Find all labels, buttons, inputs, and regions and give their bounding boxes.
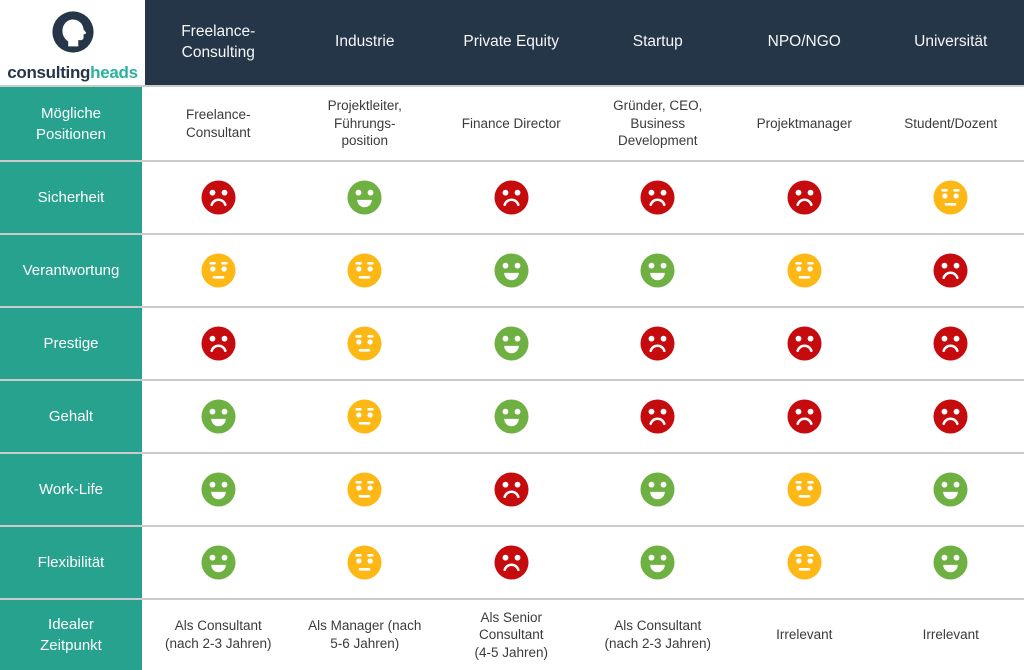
row-label-idealer-zeitpunkt: Idealer Zeitpunkt: [0, 600, 145, 670]
sad-face-icon: [438, 527, 585, 598]
column-header-npo-ngo: NPO/NGO: [731, 0, 878, 85]
neutral-face-icon: [731, 527, 878, 598]
sad-face-icon: [877, 235, 1024, 306]
neutral-face-icon: [731, 454, 878, 525]
neutral-face-icon: [145, 235, 292, 306]
header-row: consultingheads Freelance- Consulting In…: [0, 0, 1024, 85]
neutral-face-icon: [291, 381, 438, 452]
text-cell: Als Consultant (nach 2-3 Jahren): [145, 600, 292, 670]
sad-face-icon: [731, 381, 878, 452]
table-row-idealer-zeitpunkt: Idealer Zeitpunkt Als Consultant (nach 2-…: [0, 598, 1024, 670]
text-cell: Student/Dozent: [877, 87, 1024, 160]
wordmark-heads: heads: [90, 62, 138, 82]
table-row-prestige: Prestige: [0, 306, 1024, 379]
sad-face-icon: [731, 162, 878, 233]
column-header-universitaet: Universität: [877, 0, 1024, 85]
sad-face-icon: [877, 308, 1024, 379]
sad-face-icon: [438, 454, 585, 525]
happy-face-icon: [438, 381, 585, 452]
row-label-work-life: Work-Life: [0, 454, 145, 525]
happy-face-icon: [438, 235, 585, 306]
table-row-sicherheit: Sicherheit: [0, 160, 1024, 233]
happy-face-icon: [145, 454, 292, 525]
neutral-face-icon: [291, 235, 438, 306]
text-cell: Als Consultant (nach 2-3 Jahren): [584, 600, 731, 670]
happy-face-icon: [584, 454, 731, 525]
wordmark-consulting: consulting: [7, 62, 91, 82]
row-label-flexibilität: Flexibilität: [0, 527, 145, 598]
text-cell: Als Manager (nach 5-6 Jahren): [291, 600, 438, 670]
sad-face-icon: [731, 308, 878, 379]
sad-face-icon: [584, 162, 731, 233]
text-cell: Projektmanager: [731, 87, 878, 160]
text-cell: Projektleiter, Führungs- position: [291, 87, 438, 160]
happy-face-icon: [584, 527, 731, 598]
row-label-sicherheit: Sicherheit: [0, 162, 145, 233]
text-cell: Finance Director: [438, 87, 585, 160]
happy-face-icon: [145, 381, 292, 452]
sad-face-icon: [145, 308, 292, 379]
table-row-verantwortung: Verantwortung: [0, 233, 1024, 306]
happy-face-icon: [145, 527, 292, 598]
happy-face-icon: [877, 454, 1024, 525]
column-header-startup: Startup: [584, 0, 731, 85]
neutral-face-icon: [731, 235, 878, 306]
text-cell: Irrelevant: [731, 600, 878, 670]
table-row-flexibilität: Flexibilität: [0, 525, 1024, 598]
sad-face-icon: [145, 162, 292, 233]
text-cell: Irrelevant: [877, 600, 1024, 670]
happy-face-icon: [291, 162, 438, 233]
text-cell: Gründer, CEO, Business Development: [584, 87, 731, 160]
column-header-industrie: Industrie: [291, 0, 438, 85]
happy-face-icon: [877, 527, 1024, 598]
table-body: Mögliche Positionen Freelance- Consultant…: [0, 85, 1024, 670]
neutral-face-icon: [291, 308, 438, 379]
sad-face-icon: [877, 381, 1024, 452]
happy-face-icon: [584, 235, 731, 306]
text-cell: Freelance- Consultant: [145, 87, 292, 160]
text-cell: Als Senior Consultant (4-5 Jahren): [438, 600, 585, 670]
column-header-freelance-consulting: Freelance- Consulting: [145, 0, 292, 85]
sad-face-icon: [584, 381, 731, 452]
sad-face-icon: [584, 308, 731, 379]
table-row-gehalt: Gehalt: [0, 379, 1024, 452]
table-row-mögliche-positionen: Mögliche Positionen Freelance- Consultant…: [0, 85, 1024, 160]
logo-cell: consultingheads: [0, 0, 145, 85]
consultingheads-head-icon: [50, 9, 96, 60]
neutral-face-icon: [291, 527, 438, 598]
consultingheads-wordmark: consultingheads: [7, 63, 138, 83]
neutral-face-icon: [877, 162, 1024, 233]
column-header-private-equity: Private Equity: [438, 0, 585, 85]
row-label-gehalt: Gehalt: [0, 381, 145, 452]
table-row-work-life: Work-Life: [0, 452, 1024, 525]
row-label-verantwortung: Verantwortung: [0, 235, 145, 306]
neutral-face-icon: [291, 454, 438, 525]
sad-face-icon: [438, 162, 585, 233]
row-label-prestige: Prestige: [0, 308, 145, 379]
happy-face-icon: [438, 308, 585, 379]
row-label-mögliche-positionen: Mögliche Positionen: [0, 87, 145, 160]
